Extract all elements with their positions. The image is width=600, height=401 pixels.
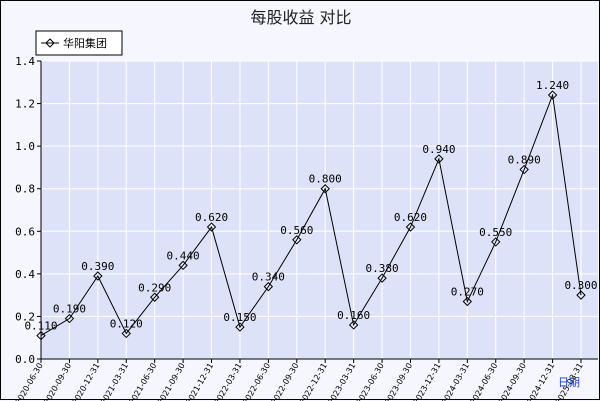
data-label: 0.160	[337, 309, 370, 322]
x-tick-label: 2021-03-31	[99, 362, 130, 401]
x-tick-label: 2021-09-30	[156, 362, 187, 401]
plot-area	[41, 61, 598, 359]
x-tick-label: 2023-09-30	[383, 362, 414, 401]
data-label: 0.300	[564, 279, 597, 292]
x-tick-label: 2024-03-31	[440, 362, 471, 401]
data-label: 0.270	[451, 286, 484, 299]
data-label: 0.560	[280, 224, 313, 237]
x-tick-label: 2023-12-31	[412, 362, 443, 401]
y-tick-label: 1.2	[15, 98, 35, 111]
data-label: 0.340	[252, 271, 285, 284]
data-label: 0.110	[24, 320, 57, 333]
y-tick-label: 0.0	[15, 353, 35, 366]
x-tick-label: 2022-09-30	[269, 362, 300, 401]
data-label: 0.150	[223, 311, 256, 324]
chart-title: 每股收益 对比	[250, 8, 351, 27]
x-tick-label: 2021-06-30	[127, 362, 158, 401]
x-axis-label: 日期	[558, 376, 580, 389]
data-label: 0.440	[167, 249, 200, 262]
x-tick-label: 2023-06-30	[355, 362, 386, 401]
data-label: 0.390	[81, 260, 114, 273]
x-tick-label: 2023-03-31	[326, 362, 357, 401]
x-tick-label: 2020-09-30	[42, 362, 73, 401]
x-tick-label: 2020-12-31	[71, 362, 102, 401]
y-tick-label: 0.4	[15, 268, 35, 281]
data-label: 0.380	[365, 262, 398, 275]
data-label: 0.290	[138, 281, 171, 294]
data-label: 0.620	[195, 211, 228, 224]
data-label: 0.800	[309, 173, 342, 186]
y-tick-label: 1.4	[15, 55, 35, 68]
data-label: 0.550	[479, 226, 512, 239]
y-tick-label: 0.8	[15, 183, 35, 196]
data-label: 0.120	[110, 317, 143, 330]
x-tick-label: 2024-12-31	[525, 362, 556, 401]
y-tick-label: 1.0	[15, 140, 35, 153]
data-label: 0.890	[508, 154, 541, 167]
x-tick-label: 2021-12-31	[184, 362, 215, 401]
x-tick-label: 2022-03-31	[213, 362, 244, 401]
x-tick-label: 2024-09-30	[497, 362, 528, 401]
x-tick-label: 2022-12-31	[298, 362, 329, 401]
data-label: 0.620	[394, 211, 427, 224]
data-label: 0.940	[422, 143, 455, 156]
data-label: 1.240	[536, 79, 569, 92]
legend-entry: 华阳集团	[63, 36, 107, 50]
data-label: 0.190	[53, 303, 86, 316]
x-tick-label: 2022-06-30	[241, 362, 272, 401]
x-tick-label: 2024-06-30	[468, 361, 499, 401]
x-tick-labels: 2020-06-302020-09-302020-12-312021-03-31…	[14, 359, 585, 401]
y-tick-label: 0.6	[15, 225, 35, 238]
x-tick-label: 2020-06-30	[14, 362, 45, 401]
legend: 华阳集团	[36, 31, 122, 55]
